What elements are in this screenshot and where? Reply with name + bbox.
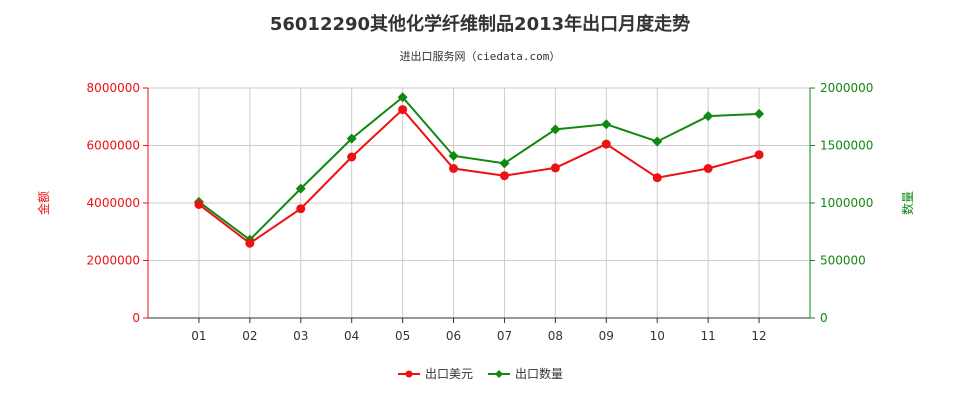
x-tick-label: 08 — [548, 329, 563, 343]
x-tick-label: 09 — [599, 329, 614, 343]
y-right-tick-label: 1500000 — [820, 139, 873, 153]
data-point-amount — [704, 164, 713, 173]
x-tick-label: 06 — [446, 329, 461, 343]
y-left-tick-label: 4000000 — [87, 196, 140, 210]
data-point-amount — [755, 150, 764, 159]
data-point-amount — [653, 173, 662, 182]
legend-marker-quantity — [495, 370, 503, 378]
y-right-tick-label: 500000 — [820, 254, 866, 268]
data-point-amount — [194, 200, 203, 209]
x-tick-label: 11 — [701, 329, 716, 343]
legend-marker-amount — [406, 371, 413, 378]
data-point-amount — [296, 204, 305, 213]
x-tick-label: 07 — [497, 329, 512, 343]
legend-label-quantity: 出口数量 — [515, 366, 563, 381]
x-tick-label: 10 — [650, 329, 665, 343]
data-point-amount — [449, 164, 458, 173]
data-point-amount — [245, 239, 254, 248]
y-right-tick-label: 2000000 — [820, 81, 873, 95]
x-tick-label: 01 — [191, 329, 206, 343]
data-point-amount — [602, 140, 611, 149]
data-point-amount — [398, 105, 407, 114]
data-point-amount — [551, 163, 560, 172]
y-left-axis-title: 金额 — [36, 191, 51, 215]
y-right-tick-label: 0 — [820, 311, 828, 325]
y-left-tick-label: 6000000 — [87, 139, 140, 153]
y-left-tick-label: 0 — [132, 311, 140, 325]
y-right-axis-title: 数量 — [900, 191, 915, 215]
x-tick-label: 02 — [242, 329, 257, 343]
x-tick-label: 04 — [344, 329, 359, 343]
legend-label-amount: 出口美元 — [425, 367, 473, 381]
x-tick-label: 05 — [395, 329, 410, 343]
x-tick-label: 03 — [293, 329, 308, 343]
x-tick-label: 12 — [751, 329, 766, 343]
y-right-tick-label: 1000000 — [820, 196, 873, 210]
data-point-amount — [500, 171, 509, 180]
data-point-amount — [347, 153, 356, 162]
y-left-tick-label: 8000000 — [87, 81, 140, 95]
y-left-tick-label: 2000000 — [87, 254, 140, 268]
